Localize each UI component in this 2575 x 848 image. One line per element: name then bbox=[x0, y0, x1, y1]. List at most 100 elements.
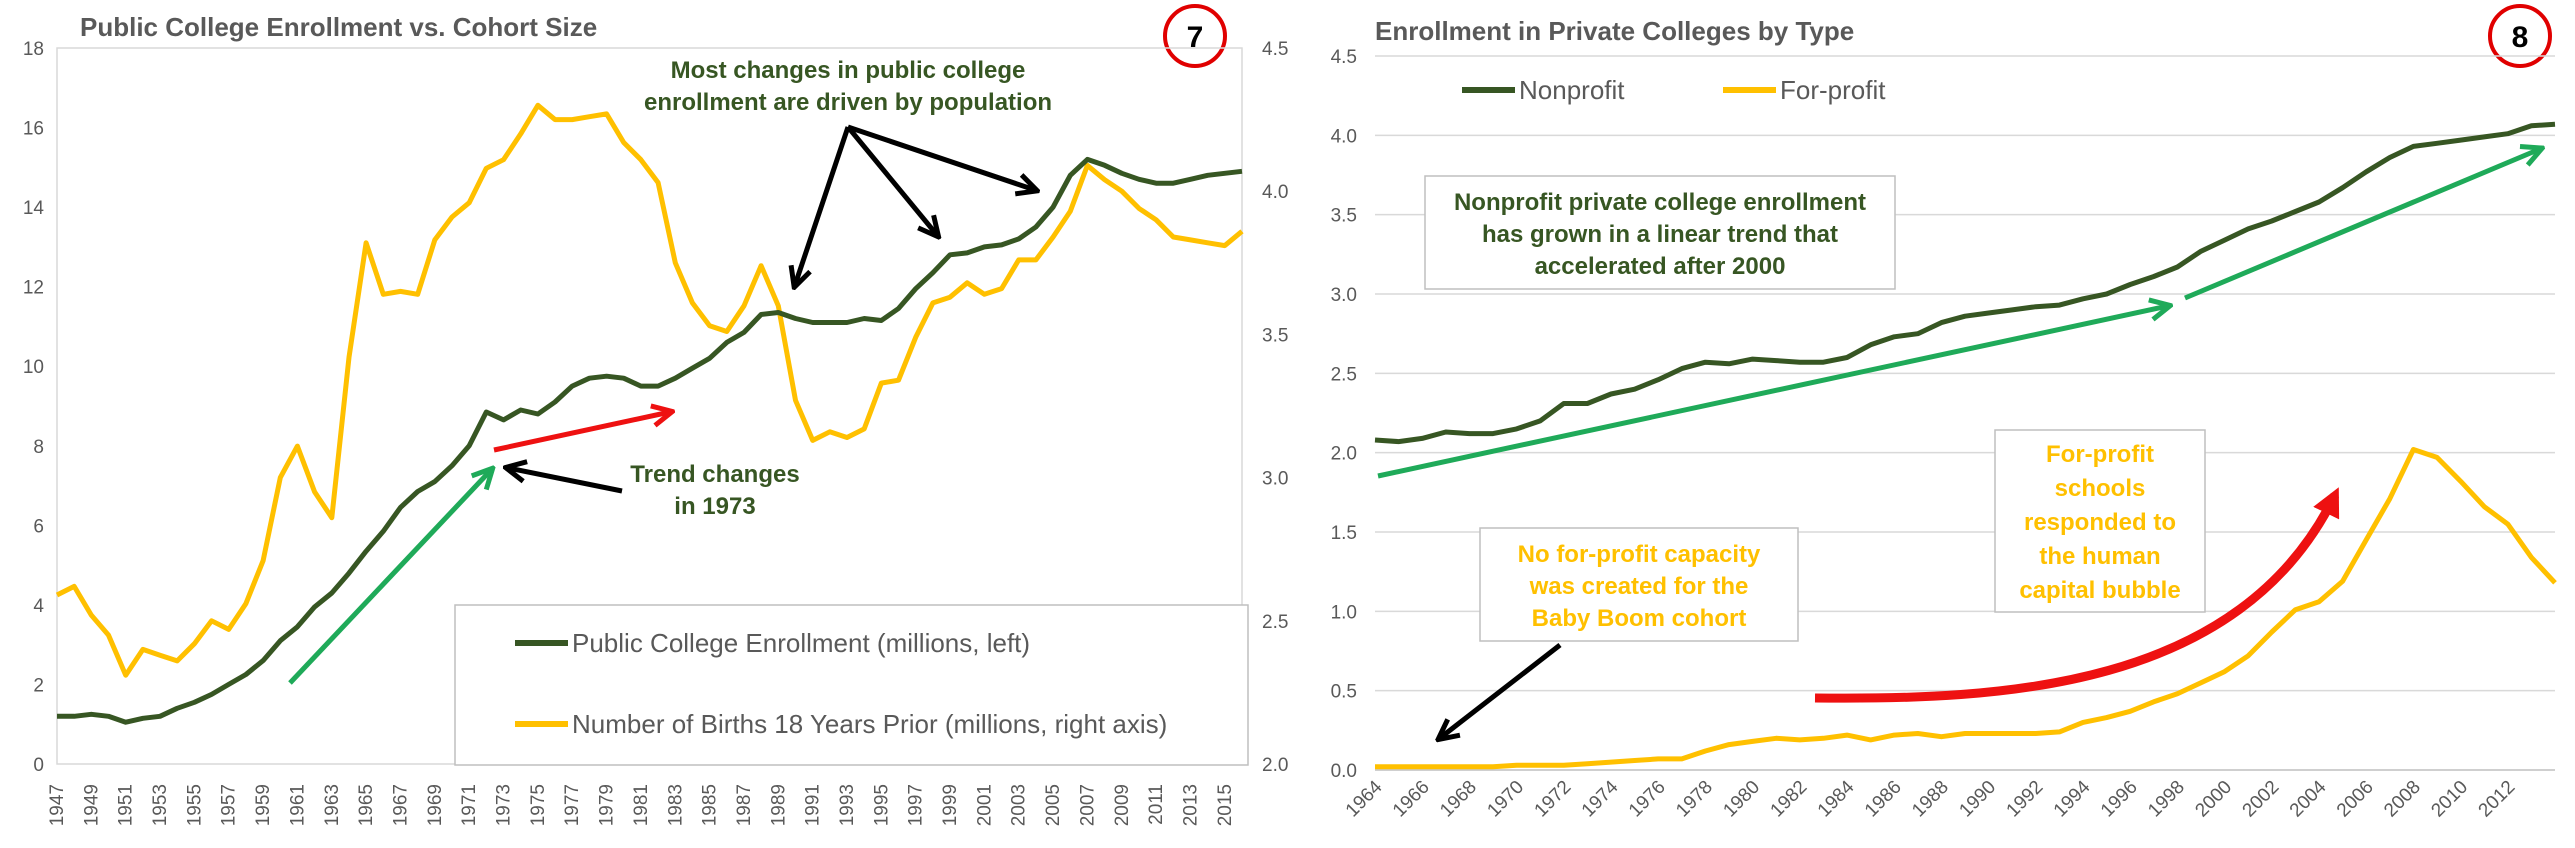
legend-label-births: Number of Births 18 Years Prior (million… bbox=[572, 709, 1167, 739]
x-tick-label: 1975 bbox=[528, 784, 549, 826]
x-tick-label: 1995 bbox=[871, 784, 892, 826]
x-tick-label: 2007 bbox=[1077, 784, 1098, 826]
legend-label-for-profit: For-profit bbox=[1780, 75, 1886, 105]
x-tick-label: 1953 bbox=[150, 784, 171, 826]
population-arrow-1 bbox=[795, 126, 851, 285]
x-tick-label: 1992 bbox=[2003, 777, 2048, 822]
x-tick-label: 2001 bbox=[974, 784, 995, 826]
x-tick-label: 1970 bbox=[1483, 777, 1528, 822]
no-capacity-annotation-line2: was created for the bbox=[1529, 573, 1749, 600]
x-tick-label: 2008 bbox=[2380, 777, 2425, 822]
x-tick-label: 1966 bbox=[1389, 777, 1434, 822]
left-y-tick-label: 8 bbox=[33, 437, 44, 458]
chart1-badge-label: 7 bbox=[1187, 21, 1204, 54]
no-capacity-pointer-arrow bbox=[1440, 643, 1562, 738]
right-y-tick-label: 2.5 bbox=[1262, 612, 1288, 633]
x-tick-label: 1974 bbox=[1578, 776, 1623, 821]
y-tick-label: 1.0 bbox=[1331, 602, 1357, 623]
x-tick-label: 1961 bbox=[287, 784, 308, 826]
x-tick-label: 1967 bbox=[390, 784, 411, 826]
x-tick-label: 1998 bbox=[2144, 777, 2189, 822]
y-tick-label: 0.5 bbox=[1331, 682, 1357, 703]
growth-arrow bbox=[288, 470, 491, 685]
left-y-tick-label: 0 bbox=[33, 755, 44, 776]
y-tick-label: 2.5 bbox=[1331, 364, 1357, 385]
x-tick-label: 1984 bbox=[1814, 776, 1859, 821]
nonprofit-annotation-line3: accelerated after 2000 bbox=[1535, 253, 1786, 280]
x-tick-label: 1964 bbox=[1342, 776, 1387, 821]
x-tick-label: 1993 bbox=[837, 784, 858, 826]
x-tick-label: 1978 bbox=[1672, 777, 1717, 822]
x-tick-label: 2006 bbox=[2333, 777, 2378, 822]
for-profit-annotation-line1: For-profit bbox=[2046, 441, 2154, 468]
x-tick-label: 1976 bbox=[1625, 777, 1670, 822]
x-tick-label: 2013 bbox=[1180, 784, 1201, 826]
left-y-tick-label: 2 bbox=[33, 675, 44, 696]
y-tick-label: 1.5 bbox=[1331, 523, 1357, 544]
left-y-tick-label: 4 bbox=[33, 596, 44, 617]
right-y-tick-label: 3.0 bbox=[1262, 469, 1288, 490]
public-enrollment-chart: Public College Enrollment vs. Cohort Siz… bbox=[23, 4, 1288, 826]
for-profit-growth-arrow bbox=[1814, 487, 2340, 703]
x-tick-label: 1951 bbox=[116, 784, 137, 826]
chart2-y-axis-labels: 0.0 0.5 1.0 1.5 2.0 2.5 3.0 3.5 4.0 4.5 bbox=[1331, 47, 1357, 782]
x-tick-label: 1991 bbox=[803, 784, 824, 826]
right-y-tick-label: 4.5 bbox=[1262, 39, 1288, 60]
y-tick-label: 2.0 bbox=[1331, 444, 1357, 465]
chart2-legend: Nonprofit For-profit bbox=[1462, 75, 1886, 105]
series-line-nonprofit bbox=[1374, 121, 2556, 445]
legend-label-nonprofit: Nonprofit bbox=[1519, 75, 1625, 105]
x-tick-label: 2002 bbox=[2239, 777, 2284, 822]
chart1-title: Public College Enrollment vs. Cohort Siz… bbox=[80, 12, 597, 42]
chart1-x-axis-labels: 1947 1949 1951 1953 1955 1957 1959 1961 1963 1965… bbox=[47, 784, 1236, 826]
nonprofit-trend-arrow-2 bbox=[2184, 149, 2540, 301]
x-tick-label: 1988 bbox=[1908, 777, 1953, 822]
for-profit-annotation-line3: responded to bbox=[2024, 509, 2176, 536]
population-annotation-line1: Most changes in public college bbox=[671, 57, 1026, 84]
nonprofit-annotation: Nonprofit private college enrollment has… bbox=[1424, 175, 1896, 290]
trend-annotation-line2: in 1973 bbox=[674, 493, 755, 520]
trend-annotation-line1: Trend changes bbox=[630, 461, 799, 488]
population-arrow-3 bbox=[847, 124, 1035, 190]
series-line-for-profit bbox=[1375, 447, 2557, 770]
x-tick-label: 1982 bbox=[1767, 777, 1812, 822]
for-profit-annotation: For-profit schools responded to the huma… bbox=[1994, 429, 2206, 613]
x-tick-label: 2003 bbox=[1009, 784, 1030, 826]
x-tick-label: 2011 bbox=[1146, 784, 1167, 825]
x-tick-label: 2005 bbox=[1043, 784, 1064, 826]
y-tick-label: 3.0 bbox=[1331, 285, 1357, 306]
x-tick-label: 2015 bbox=[1215, 784, 1236, 826]
x-tick-label: 2009 bbox=[1112, 784, 1133, 826]
x-tick-label: 1969 bbox=[425, 784, 446, 826]
population-annotation-line2: enrollment are driven by population bbox=[644, 89, 1052, 116]
right-y-tick-label: 2.0 bbox=[1262, 755, 1288, 776]
for-profit-annotation-line5: capital bubble bbox=[2019, 577, 2180, 604]
x-tick-label: 1963 bbox=[322, 784, 343, 826]
x-tick-label: 2010 bbox=[2427, 777, 2472, 822]
x-tick-label: 1971 bbox=[459, 784, 480, 826]
series-line-births bbox=[55, 102, 1244, 678]
x-tick-label: 2000 bbox=[2191, 777, 2236, 822]
private-enrollment-chart: Enrollment in Private Colleges by Type 8… bbox=[1331, 4, 2557, 822]
no-capacity-annotation-line3: Baby Boom cohort bbox=[1532, 605, 1747, 632]
x-tick-label: 1981 bbox=[631, 784, 652, 826]
x-tick-label: 1959 bbox=[253, 784, 274, 826]
x-tick-label: 1972 bbox=[1531, 777, 1576, 822]
legend-label-enrollment: Public College Enrollment (millions, lef… bbox=[572, 628, 1030, 658]
chart1-legend: Public College Enrollment (millions, lef… bbox=[454, 604, 1249, 766]
x-tick-label: 1994 bbox=[2050, 776, 2095, 821]
chart1-badge: 7 bbox=[1163, 4, 1227, 68]
chart2-badge: 8 bbox=[2488, 4, 2552, 68]
x-tick-label: 1968 bbox=[1436, 777, 1481, 822]
nonprofit-annotation-line1: Nonprofit private college enrollment bbox=[1454, 189, 1866, 216]
chart2-title: Enrollment in Private Colleges by Type bbox=[1375, 16, 1854, 46]
chart1-right-axis-labels: 2.0 2.5 3.0 3.5 4.0 4.5 bbox=[1262, 39, 1288, 776]
x-tick-label: 1987 bbox=[734, 784, 755, 826]
x-tick-label: 1957 bbox=[219, 784, 240, 826]
left-y-tick-label: 12 bbox=[23, 278, 44, 299]
nonprofit-trend-arrow-1 bbox=[1377, 306, 2168, 479]
y-tick-label: 4.0 bbox=[1331, 126, 1357, 147]
left-y-tick-label: 10 bbox=[23, 357, 44, 378]
right-y-tick-label: 3.5 bbox=[1262, 325, 1288, 346]
